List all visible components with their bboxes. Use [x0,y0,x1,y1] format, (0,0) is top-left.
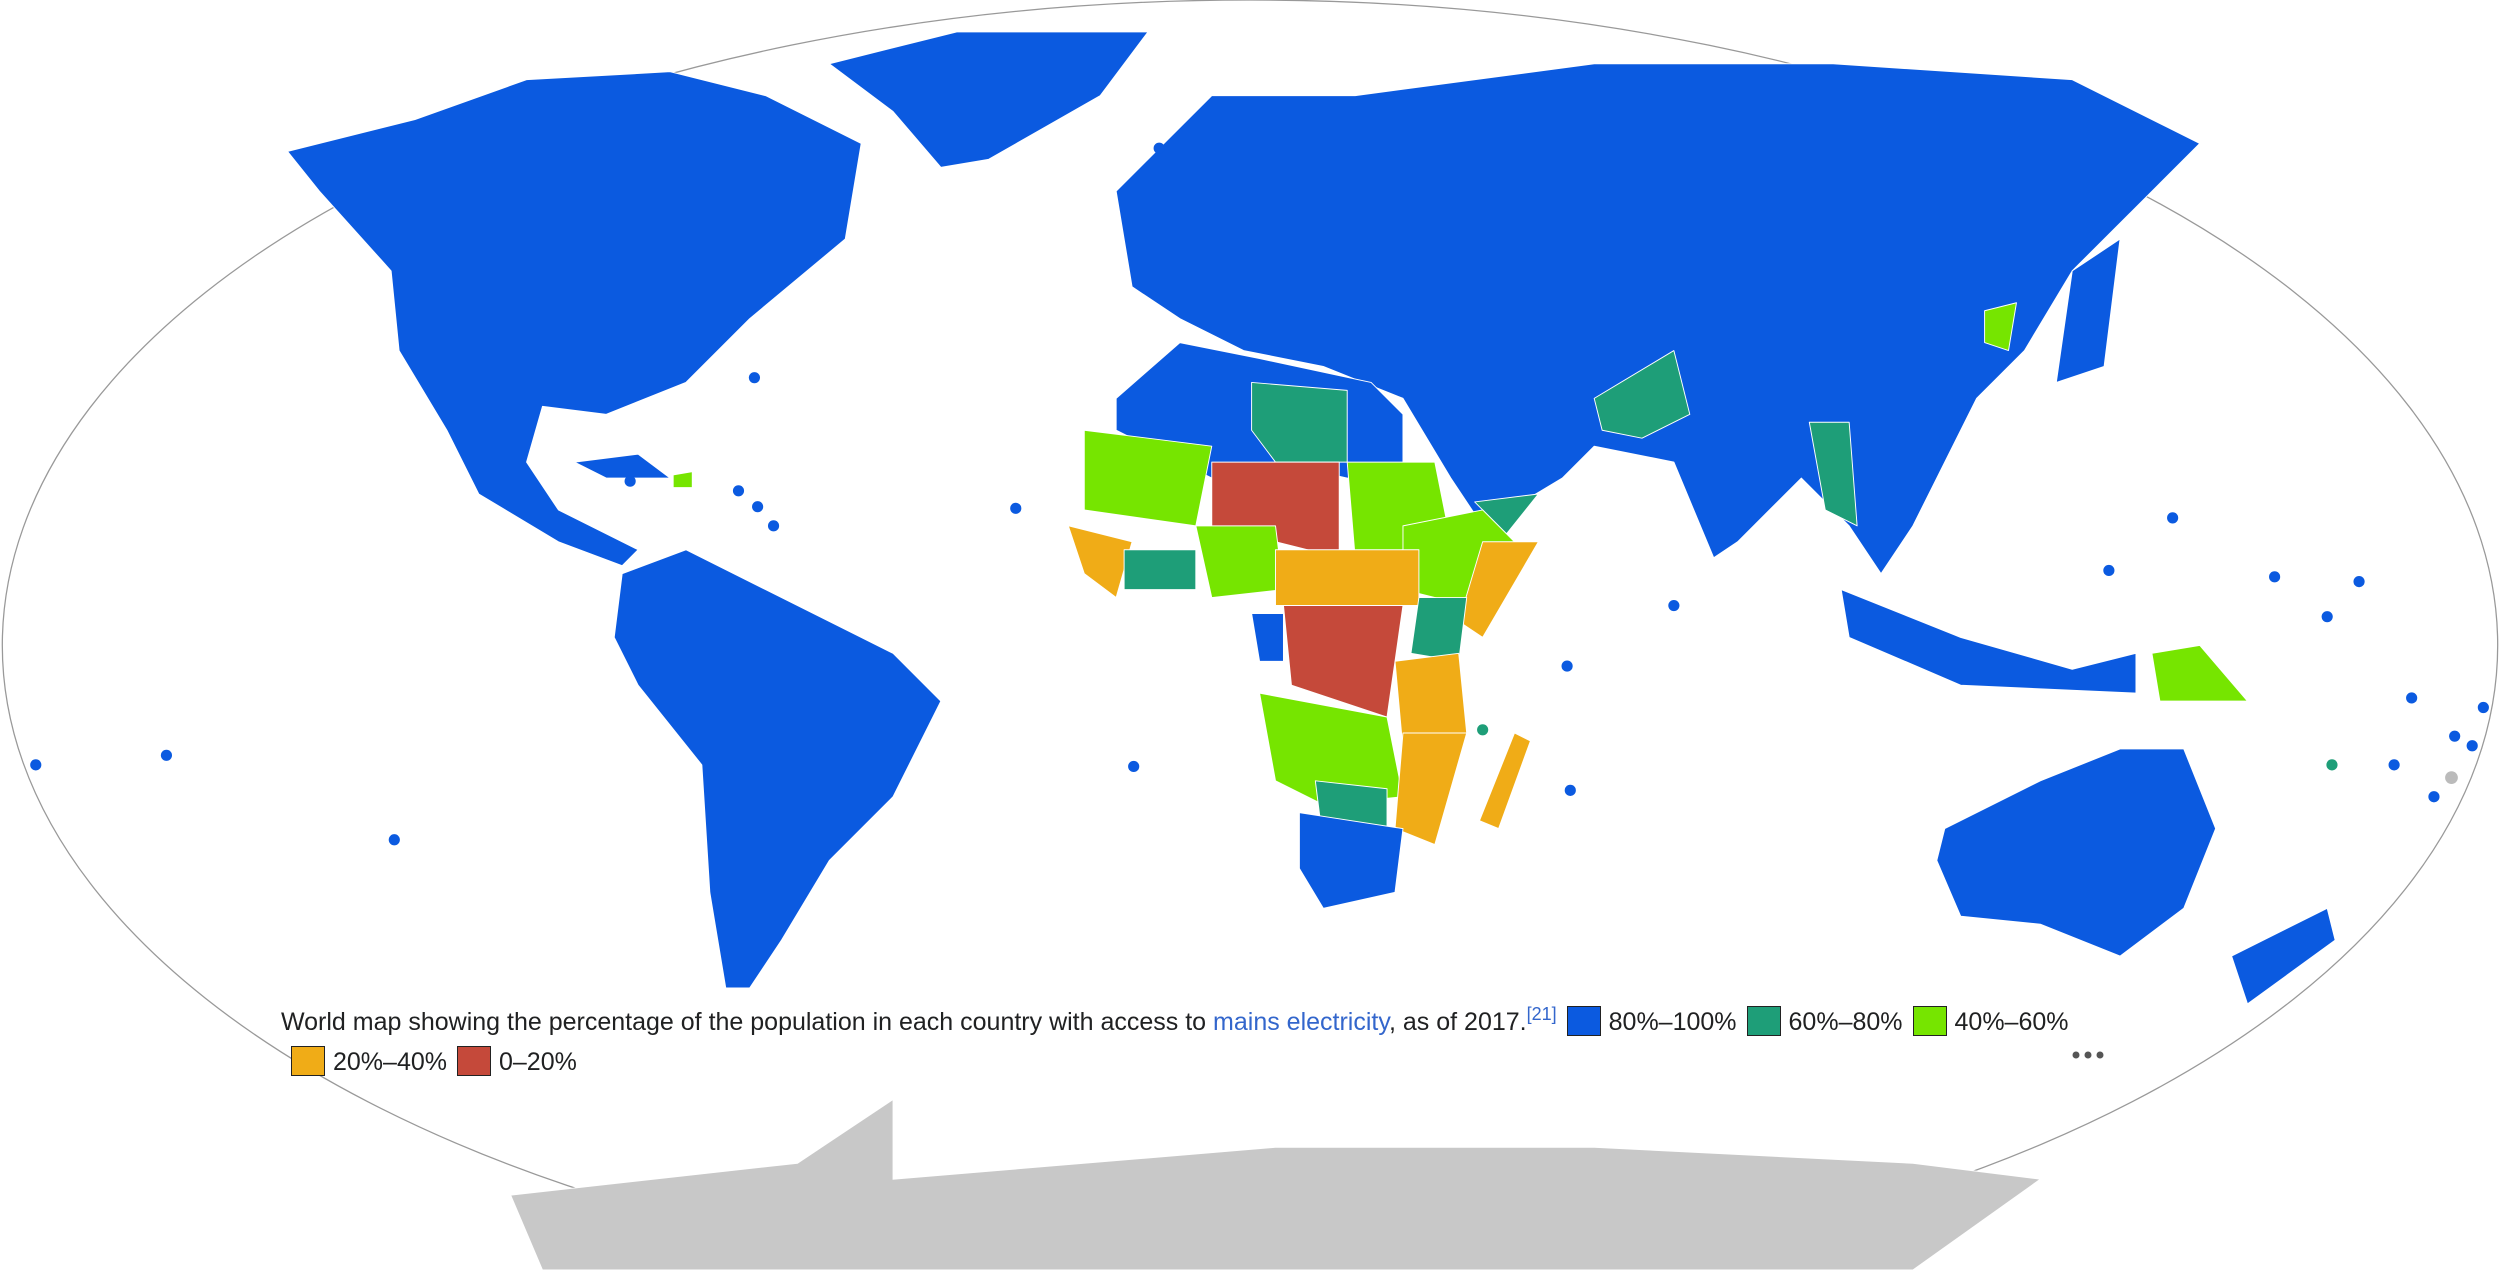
reference[interactable]: [21] [1526,1004,1557,1024]
island [1010,502,1022,514]
island [160,749,173,761]
island [2388,759,2400,771]
legend-label: 0–20% [498,1048,577,1076]
more-dot[interactable] [2072,1051,2080,1059]
country-region [1410,597,1468,662]
island [2167,512,2179,524]
country-region [1984,302,2017,352]
country-region [1123,549,1197,591]
legend-swatch [1912,1006,1947,1036]
country-region [1067,525,1133,599]
caption: World map showing the percentage of the … [281,1002,2111,1082]
island [752,501,764,513]
country-region [613,549,942,989]
island [2406,692,2418,704]
country-region [672,471,693,489]
legend-label: 80%–100% [1608,1008,1737,1036]
island [2428,791,2440,803]
legend-label: 60%–80% [1788,1008,1903,1036]
country-region [828,31,1149,168]
island [1128,760,1140,773]
island [2103,564,2115,577]
caption-text: , as of 2017. [1389,1008,1527,1036]
country-region [1083,429,1213,527]
caption-link[interactable]: mains electricity [1213,1008,1389,1036]
country-region [1593,350,1691,439]
antarctica [509,1098,2042,1270]
island [1561,660,1573,672]
island [2321,611,2333,623]
country-region [1251,381,1348,463]
island [2326,759,2338,771]
country-region [1840,589,2137,694]
island [624,475,636,487]
country-region [287,71,862,567]
more-dot[interactable] [2084,1051,2092,1059]
legend: 80%–100% 60%–80% 40%–60% 20%–40% 0–20% [281,1006,2069,1076]
country-region [573,453,671,479]
island [2449,730,2461,742]
country-region [1298,812,1404,909]
country-region [1251,613,1284,662]
country-region [2055,238,2121,383]
more-button[interactable] [2070,1048,2106,1062]
country-region [1808,421,1858,527]
country-region [1478,732,1531,830]
island [2353,576,2365,588]
country-region [1195,525,1284,599]
legend-label: 40%–60% [1954,1008,2069,1036]
country-region [2151,644,2248,702]
legend-label: 20%–40% [333,1048,447,1076]
island [1668,599,1680,612]
country-region [1275,549,1420,606]
island [767,520,780,532]
island [1477,724,1489,736]
country-region [1936,748,2217,957]
country-region [1458,541,1539,638]
more-dot[interactable] [2096,1051,2104,1059]
legend-swatch [1746,1006,1781,1036]
island [2445,771,2458,784]
island [2269,571,2281,583]
caption-text: World map showing the percentage of the … [281,1008,1214,1036]
island [732,485,745,497]
island [2477,701,2489,714]
country-region [2231,907,2336,1005]
island [30,759,42,771]
legend-swatch [1566,1006,1601,1036]
island [1564,784,1576,796]
island [748,372,761,384]
island [2466,740,2478,752]
legend-swatch [291,1046,325,1076]
island [388,834,400,846]
island [1153,142,1165,154]
country-region [1394,732,1468,846]
legend-swatch [456,1046,491,1076]
